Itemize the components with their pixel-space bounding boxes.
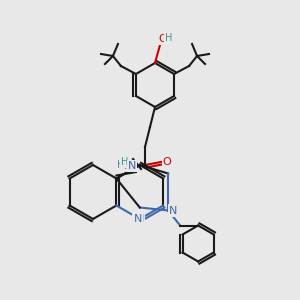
Text: N: N [134, 214, 142, 224]
Text: N: N [128, 161, 136, 171]
Text: H: H [165, 33, 173, 43]
Text: N: N [136, 214, 144, 224]
Text: N: N [169, 206, 177, 215]
Text: H: H [117, 160, 125, 170]
Text: H: H [121, 157, 129, 167]
Text: O: O [159, 34, 167, 44]
Text: O: O [163, 157, 171, 167]
Text: N: N [124, 161, 132, 171]
